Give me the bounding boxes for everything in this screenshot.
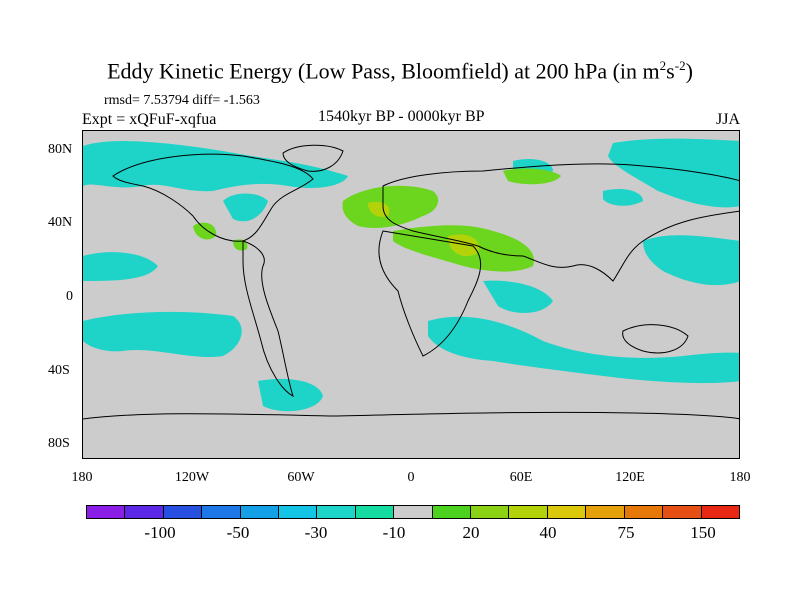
colorbar-label: -30 xyxy=(304,523,328,542)
negative-anomaly-regions xyxy=(83,138,739,412)
world-map xyxy=(83,131,739,458)
lon-label-60e: 60E xyxy=(509,470,533,485)
colorbar-swatch xyxy=(432,506,472,518)
stats-text: rmsd= 7.53794 diff= -1.563 xyxy=(104,93,260,108)
period-label: 1540kyr BP - 0000kyr BP xyxy=(318,108,485,125)
lon-label-120e: 120E xyxy=(615,470,645,485)
colorbar-label: 150 xyxy=(690,523,716,542)
colorbar-label: -100 xyxy=(144,523,176,542)
colorbar-swatch xyxy=(240,506,280,518)
lat-label-40n: 40N xyxy=(48,215,73,230)
colorbar-swatch xyxy=(125,506,164,518)
colorbar-label: -50 xyxy=(226,523,250,542)
colorbar-swatch xyxy=(355,506,395,518)
colorbar-swatch xyxy=(87,506,126,518)
map-title: Eddy Kinetic Energy (Low Pass, Bloomfiel… xyxy=(107,58,693,84)
lat-label-0: 0 xyxy=(66,289,73,304)
colorbar-swatch xyxy=(509,506,548,518)
colorbar-swatch xyxy=(202,506,241,518)
colorbar-swatch xyxy=(547,506,587,518)
colorbar-swatch xyxy=(394,506,433,518)
experiment-label: Expt = xQFuF-xqfua xyxy=(82,111,217,128)
colorbar-label: -10 xyxy=(382,523,406,542)
colorbar-swatch xyxy=(624,506,664,518)
lat-label-80n: 80N xyxy=(48,142,73,157)
map-panel xyxy=(82,130,740,459)
lon-label-180w: 180 xyxy=(71,470,93,485)
lon-label-180e: 180 xyxy=(729,470,751,485)
colorbar-label: 40 xyxy=(539,523,557,542)
colorbar-swatch xyxy=(471,506,510,518)
colorbar-swatch xyxy=(279,506,318,518)
colorbar xyxy=(86,505,740,519)
season-label: JJA xyxy=(716,111,741,128)
colorbar-swatch xyxy=(701,506,739,518)
colorbar-swatch xyxy=(663,506,702,518)
colorbar-swatch xyxy=(163,506,203,518)
coastlines xyxy=(83,144,739,420)
colorbar-swatch xyxy=(586,506,625,518)
colorbar-label: 20 xyxy=(462,523,480,542)
lon-label-0: 0 xyxy=(407,470,415,485)
colorbar-label: 75 xyxy=(617,523,635,542)
colorbar-swatch xyxy=(317,506,356,518)
lat-label-40s: 40S xyxy=(48,363,70,378)
lon-label-60w: 60W xyxy=(287,470,315,485)
lat-label-80s: 80S xyxy=(48,436,70,451)
lon-label-120w: 120W xyxy=(174,470,210,485)
